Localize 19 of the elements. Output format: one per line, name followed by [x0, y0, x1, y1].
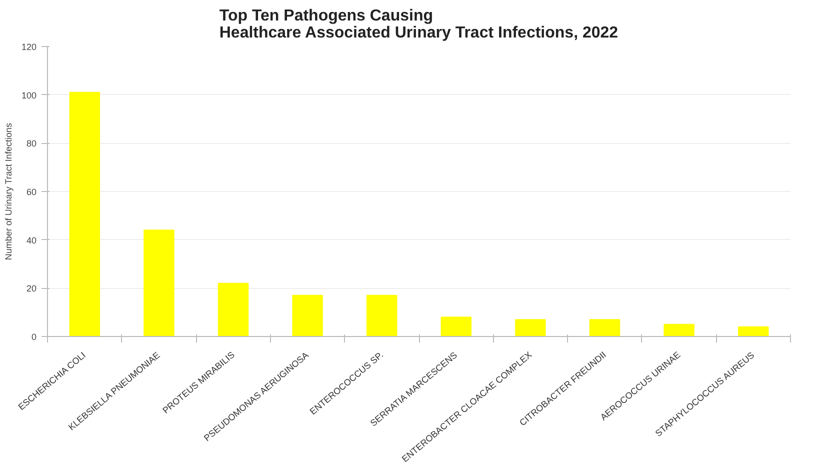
- bar: [738, 326, 769, 336]
- y-tick-label: 80: [26, 138, 37, 149]
- bar: [218, 282, 249, 336]
- y-tick-label: 0: [31, 332, 37, 342]
- bar: [366, 294, 398, 336]
- y-tick-label: 60: [26, 187, 37, 197]
- bar: [69, 92, 100, 336]
- y-tick-label: 100: [21, 90, 37, 100]
- bar: [515, 319, 546, 336]
- y-axis-title: Number of Urinary Tract Infections: [3, 122, 14, 260]
- y-tick-label: 40: [26, 235, 37, 246]
- y-tick-label: 120: [21, 42, 37, 52]
- y-tick-label: 20: [26, 284, 37, 294]
- chart-title: Top Ten Pathogens Causing Healthcare Associated Urinary Tract Infections, 2022: [219, 8, 618, 42]
- bar: [144, 230, 174, 336]
- bar: [664, 324, 694, 336]
- bar: [589, 319, 620, 336]
- bar: [292, 294, 323, 336]
- bar: [440, 316, 472, 336]
